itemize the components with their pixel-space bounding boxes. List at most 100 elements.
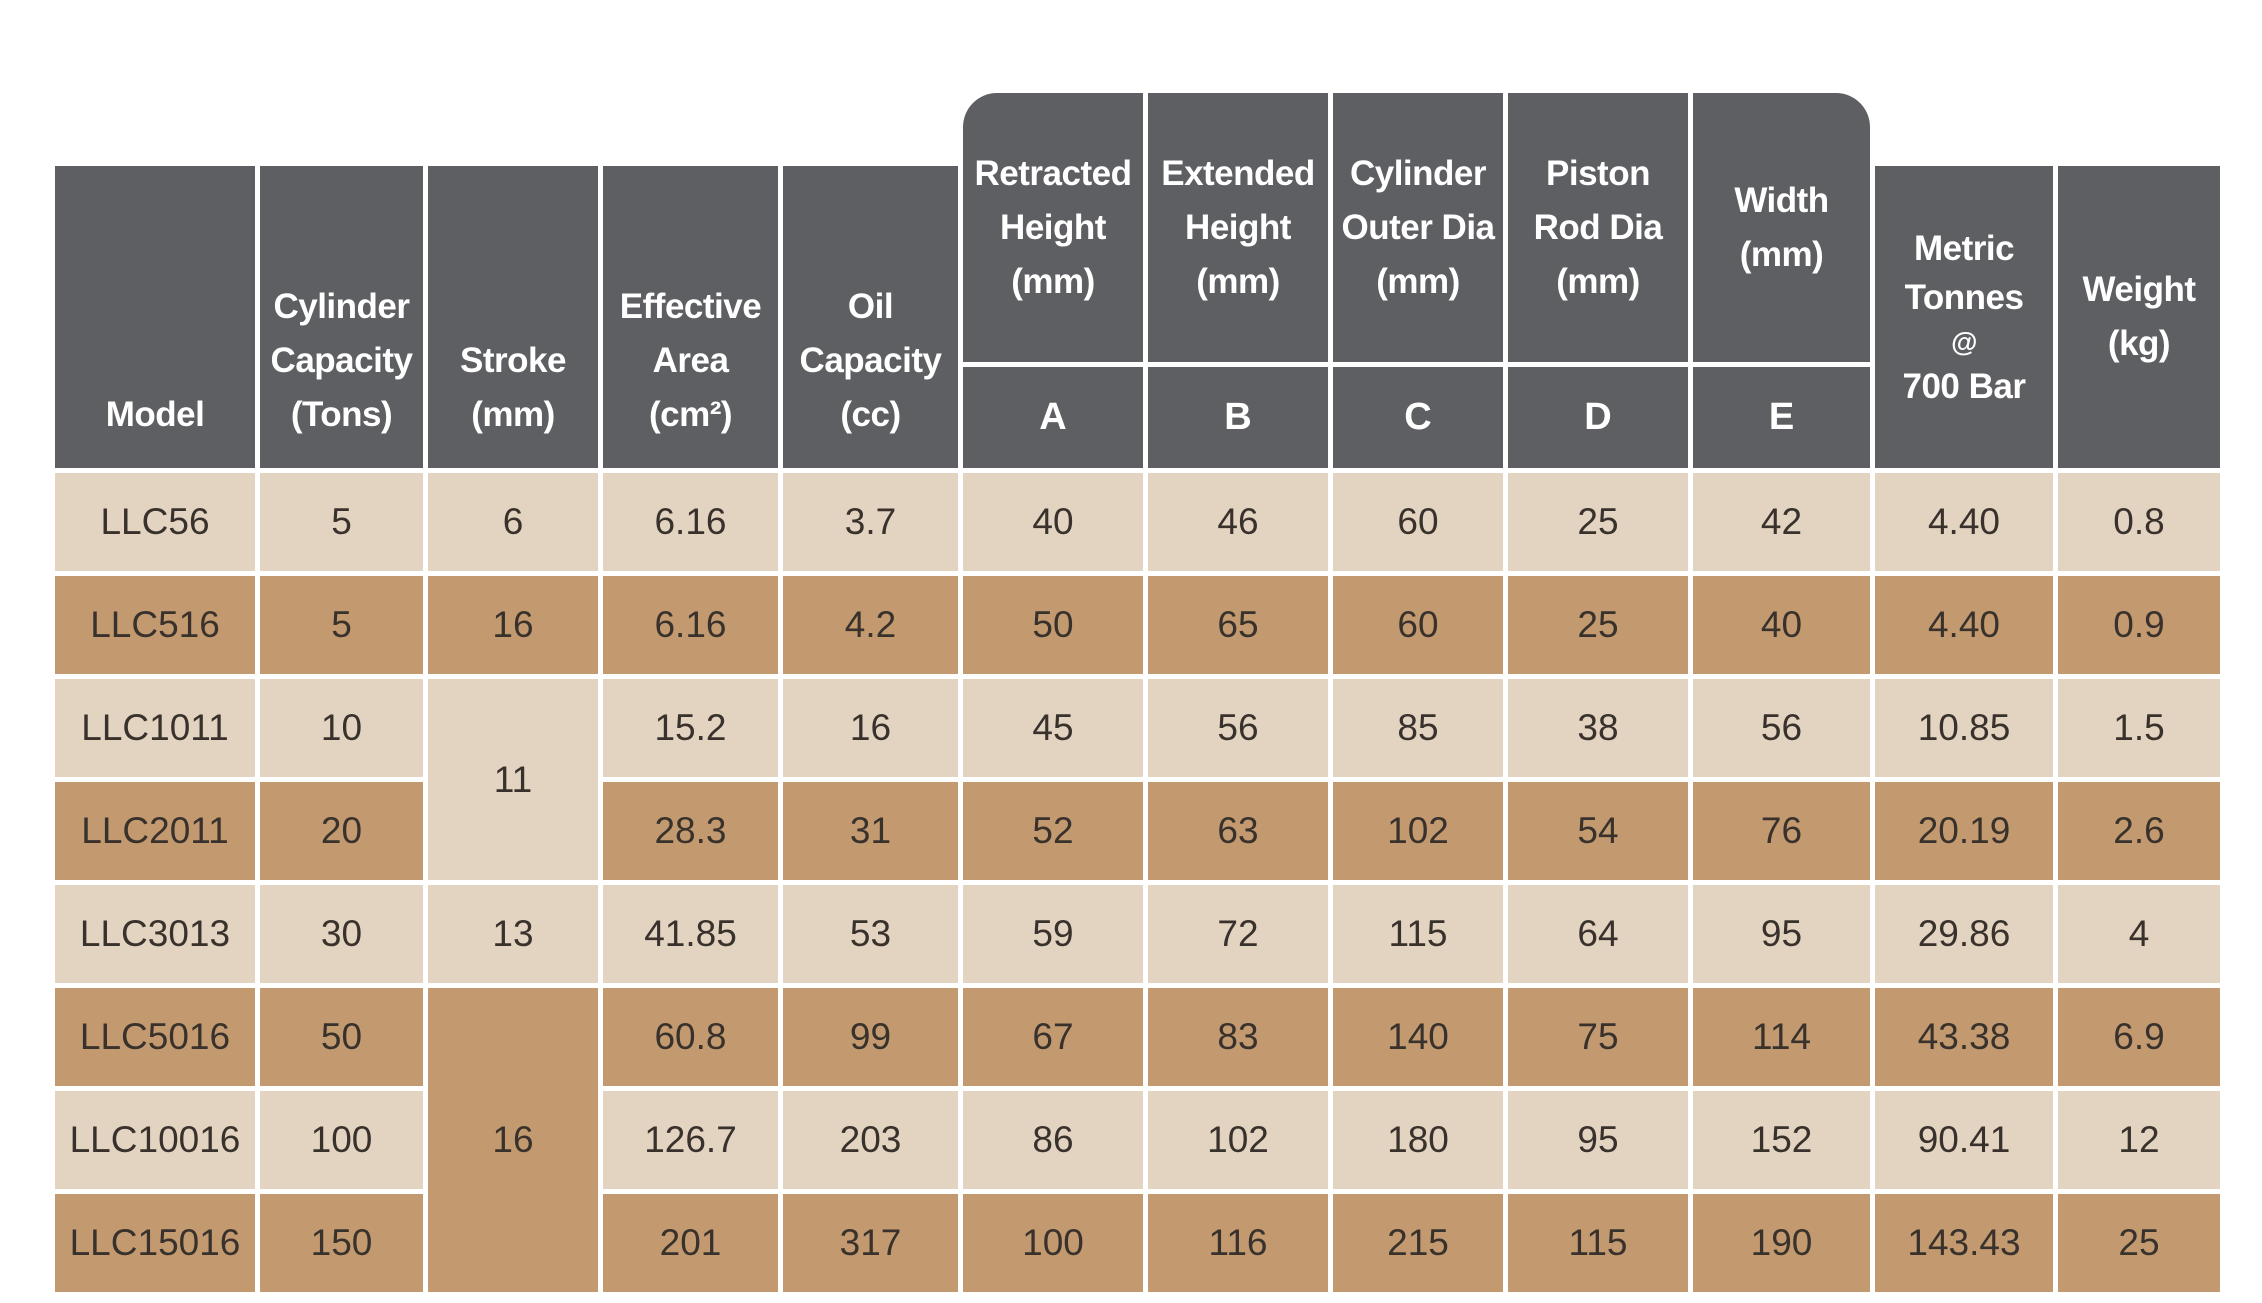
data-cell: 50 xyxy=(963,576,1143,674)
column-header-oil: Oil Capacity (cc) xyxy=(783,166,958,468)
data-cell: 86 xyxy=(963,1091,1143,1189)
header-line: (kg) xyxy=(2107,324,2171,363)
header-line: Model xyxy=(105,395,205,434)
header-line: 700 Bar xyxy=(1902,366,2026,406)
data-cell: 46 xyxy=(1148,473,1328,571)
data-cell: 102 xyxy=(1333,782,1503,880)
data-cell: 215 xyxy=(1333,1194,1503,1292)
model-cell: LLC5016 xyxy=(55,988,255,1086)
data-cell: 90.41 xyxy=(1875,1091,2053,1189)
data-cell: 60 xyxy=(1333,473,1503,571)
data-cell: 95 xyxy=(1693,885,1870,983)
data-cell: 38 xyxy=(1508,679,1688,777)
header-line: (mm) xyxy=(471,395,555,434)
data-cell: 201 xyxy=(603,1194,778,1292)
header-line: (mm) xyxy=(1739,234,1824,274)
header-line: (mm) xyxy=(1376,261,1460,301)
data-cell: 83 xyxy=(1148,988,1328,1086)
data-cell: 102 xyxy=(1148,1091,1328,1189)
data-cell: 5 xyxy=(260,473,423,571)
data-cell: 114 xyxy=(1693,988,1870,1086)
data-cell: 43.38 xyxy=(1875,988,2053,1086)
header-line: Weight xyxy=(2082,270,2196,309)
data-cell: 60.8 xyxy=(603,988,778,1086)
header-line: Metric xyxy=(1913,228,2015,268)
header-line: Extended xyxy=(1161,153,1315,193)
data-cell: 4.40 xyxy=(1875,576,2053,674)
data-cell: 56 xyxy=(1693,679,1870,777)
data-cell: 42 xyxy=(1693,473,1870,571)
header-line: (Tons) xyxy=(290,395,393,434)
data-cell: 30 xyxy=(260,885,423,983)
header-line: Capacity xyxy=(270,341,413,380)
column-header-weight: Weight (kg) xyxy=(2058,166,2220,468)
model-cell: LLC516 xyxy=(55,576,255,674)
data-cell: 4 xyxy=(2058,885,2220,983)
data-cell: 99 xyxy=(783,988,958,1086)
data-cell: 59 xyxy=(963,885,1143,983)
data-cell: 63 xyxy=(1148,782,1328,880)
data-cell: 126.7 xyxy=(603,1091,778,1189)
header-line: Stroke xyxy=(460,341,566,380)
data-cell: 25 xyxy=(1508,576,1688,674)
data-cell: 85 xyxy=(1333,679,1503,777)
subheader-letter-D: D xyxy=(1508,367,1688,468)
column-header-stroke: Stroke (mm) xyxy=(428,166,598,468)
column-header-area: Effective Area (cm²) xyxy=(603,166,778,468)
data-cell: 100 xyxy=(963,1194,1143,1292)
data-cell: 150 xyxy=(260,1194,423,1292)
header-line: Effective xyxy=(619,287,762,326)
data-cell: 6.9 xyxy=(2058,988,2220,1086)
data-cell: 28.3 xyxy=(603,782,778,880)
data-cell: 317 xyxy=(783,1194,958,1292)
data-cell: 190 xyxy=(1693,1194,1870,1292)
data-cell: 4.2 xyxy=(783,576,958,674)
data-cell: 53 xyxy=(783,885,958,983)
subheader-letter-A: A xyxy=(963,367,1143,468)
subheader-letter-C: C xyxy=(1333,367,1503,468)
header-line: Cylinder xyxy=(273,287,410,326)
model-cell: LLC2011 xyxy=(55,782,255,880)
header-line: Height xyxy=(1000,207,1106,247)
header-line: Oil xyxy=(847,287,894,326)
data-cell: 75 xyxy=(1508,988,1688,1086)
data-cell: 40 xyxy=(963,473,1143,571)
model-cell: LLC15016 xyxy=(55,1194,255,1292)
header-line: (mm) xyxy=(1196,261,1280,301)
data-cell: 100 xyxy=(260,1091,423,1189)
data-cell: 203 xyxy=(783,1091,958,1189)
data-cell: 16 xyxy=(428,576,598,674)
data-cell: 152 xyxy=(1693,1091,1870,1189)
header-line: (mm) xyxy=(1556,261,1640,301)
model-cell: LLC10016 xyxy=(55,1091,255,1189)
data-cell: 6 xyxy=(428,473,598,571)
header-line: Tonnes xyxy=(1904,277,2024,317)
model-cell: LLC1011 xyxy=(55,679,255,777)
data-cell: 56 xyxy=(1148,679,1328,777)
data-cell: 50 xyxy=(260,988,423,1086)
data-cell: 140 xyxy=(1333,988,1503,1086)
data-cell: 54 xyxy=(1508,782,1688,880)
data-cell: 3.7 xyxy=(783,473,958,571)
data-cell: 115 xyxy=(1508,1194,1688,1292)
data-cell: 180 xyxy=(1333,1091,1503,1189)
model-cell: LLC56 xyxy=(55,473,255,571)
data-cell: 25 xyxy=(1508,473,1688,571)
data-cell: 45 xyxy=(963,679,1143,777)
data-cell: 13 xyxy=(428,885,598,983)
header-line: (mm) xyxy=(1011,261,1095,301)
data-cell: 52 xyxy=(963,782,1143,880)
data-cell: 5 xyxy=(260,576,423,674)
data-cell: 72 xyxy=(1148,885,1328,983)
data-cell: 116 xyxy=(1148,1194,1328,1292)
data-cell: 10.85 xyxy=(1875,679,2053,777)
data-cell: 25 xyxy=(2058,1194,2220,1292)
header-line: (cc) xyxy=(840,395,901,434)
header-line: (cm²) xyxy=(648,395,733,434)
column-header-tonnes: Metric Tonnes @700 Bar xyxy=(1875,166,2053,468)
column-header-model: Model xyxy=(55,166,255,468)
column-header-capacity: Cylinder Capacity (Tons) xyxy=(260,166,423,468)
data-cell: 6.16 xyxy=(603,576,778,674)
merged-stroke-cell: 16 xyxy=(428,988,598,1292)
